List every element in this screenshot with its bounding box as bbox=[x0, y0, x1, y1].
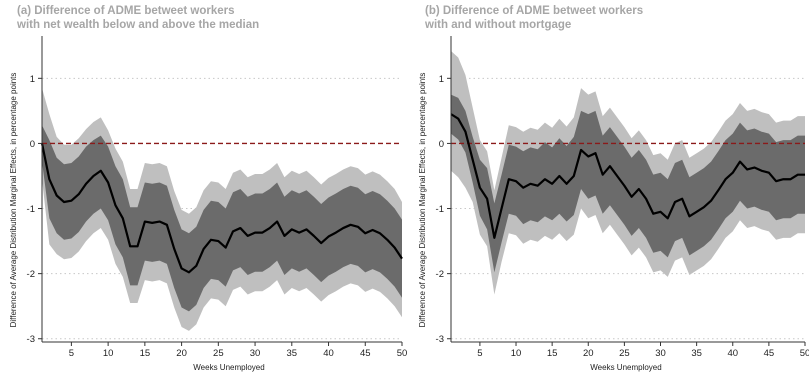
panel-b-x-tick-label: 10 bbox=[511, 348, 522, 359]
panel-a-x-tick-label: 20 bbox=[176, 348, 187, 359]
panel-b-x-tick-label: 30 bbox=[655, 348, 666, 359]
panel-b-x-tick-label: 40 bbox=[727, 348, 738, 359]
panel-a-title-line1: (a) Difference of ADME betweet workers bbox=[17, 5, 234, 17]
panel-a-y-tick-label: 0 bbox=[30, 139, 35, 150]
panel-b-x-tick-label: 20 bbox=[583, 348, 594, 359]
panel-b-x-tick-label: 35 bbox=[691, 348, 702, 359]
panel-b-x-tick-label: 25 bbox=[619, 348, 630, 359]
panel-a-y-tick-label: -1 bbox=[27, 204, 35, 215]
panel-a-y-axis-title: Difference of Average Distribution Margi… bbox=[9, 73, 18, 328]
panel-a-x-tick-label: 5 bbox=[69, 348, 74, 359]
panel-a-x-axis-title: Weeks Unemployed bbox=[193, 363, 264, 372]
panel-a-x-tick-label: 25 bbox=[213, 348, 224, 359]
panel-b-estimate-line bbox=[450, 113, 805, 239]
panel-b-x-tick-label: 50 bbox=[800, 348, 809, 359]
panel-a-y-tick-label: -2 bbox=[27, 269, 35, 280]
panel-b-title-line2: with and without mortgage bbox=[424, 19, 571, 31]
panel-a-x-tick-label: 10 bbox=[103, 348, 114, 359]
panel-a-estimate-line bbox=[40, 143, 403, 274]
panel-b-x-tick-label: 5 bbox=[477, 348, 482, 359]
panel-b-x-tick-label: 45 bbox=[764, 348, 775, 359]
panel-b-x-axis-title: Weeks Unemployed bbox=[590, 363, 661, 372]
panel-b-y-tick-label: -2 bbox=[436, 269, 444, 280]
panel-a-x-tick-label: 45 bbox=[360, 348, 371, 359]
panel-b-y-tick-label: -1 bbox=[436, 204, 444, 215]
panel-a-inner-confidence-band bbox=[42, 125, 402, 312]
panel-b-title-line1: (b) Difference of ADME betweet workers bbox=[425, 5, 643, 17]
panel-b: (b) Difference of ADME betweet workers w… bbox=[418, 5, 809, 372]
panel-a-x-tick-label: 30 bbox=[250, 348, 261, 359]
panel-b-x-tick-label: 15 bbox=[547, 348, 558, 359]
panel-b-inner-confidence-band bbox=[451, 94, 805, 273]
panel-b-y-tick-label: 0 bbox=[439, 139, 444, 150]
panel-a-y-tick-label: 1 bbox=[30, 74, 35, 85]
panel-a-x-tick-label: 35 bbox=[287, 348, 298, 359]
panel-a-x-tick-label: 15 bbox=[140, 348, 151, 359]
panel-b-y-tick-label: 1 bbox=[439, 74, 444, 85]
panel-b-y-tick-label: -3 bbox=[436, 334, 444, 345]
panel-a-x-tick-label: 50 bbox=[397, 348, 408, 359]
panel-a: (a) Difference of ADME betweet workers w… bbox=[9, 5, 407, 372]
panel-a-y-tick-label: -3 bbox=[27, 334, 35, 345]
panel-a-title-line2: with net wealth below and above the medi… bbox=[16, 19, 259, 31]
panel-b-y-axis-title: Difference of Average Distribution Margi… bbox=[418, 73, 427, 328]
panel-a-x-tick-label: 40 bbox=[323, 348, 334, 359]
